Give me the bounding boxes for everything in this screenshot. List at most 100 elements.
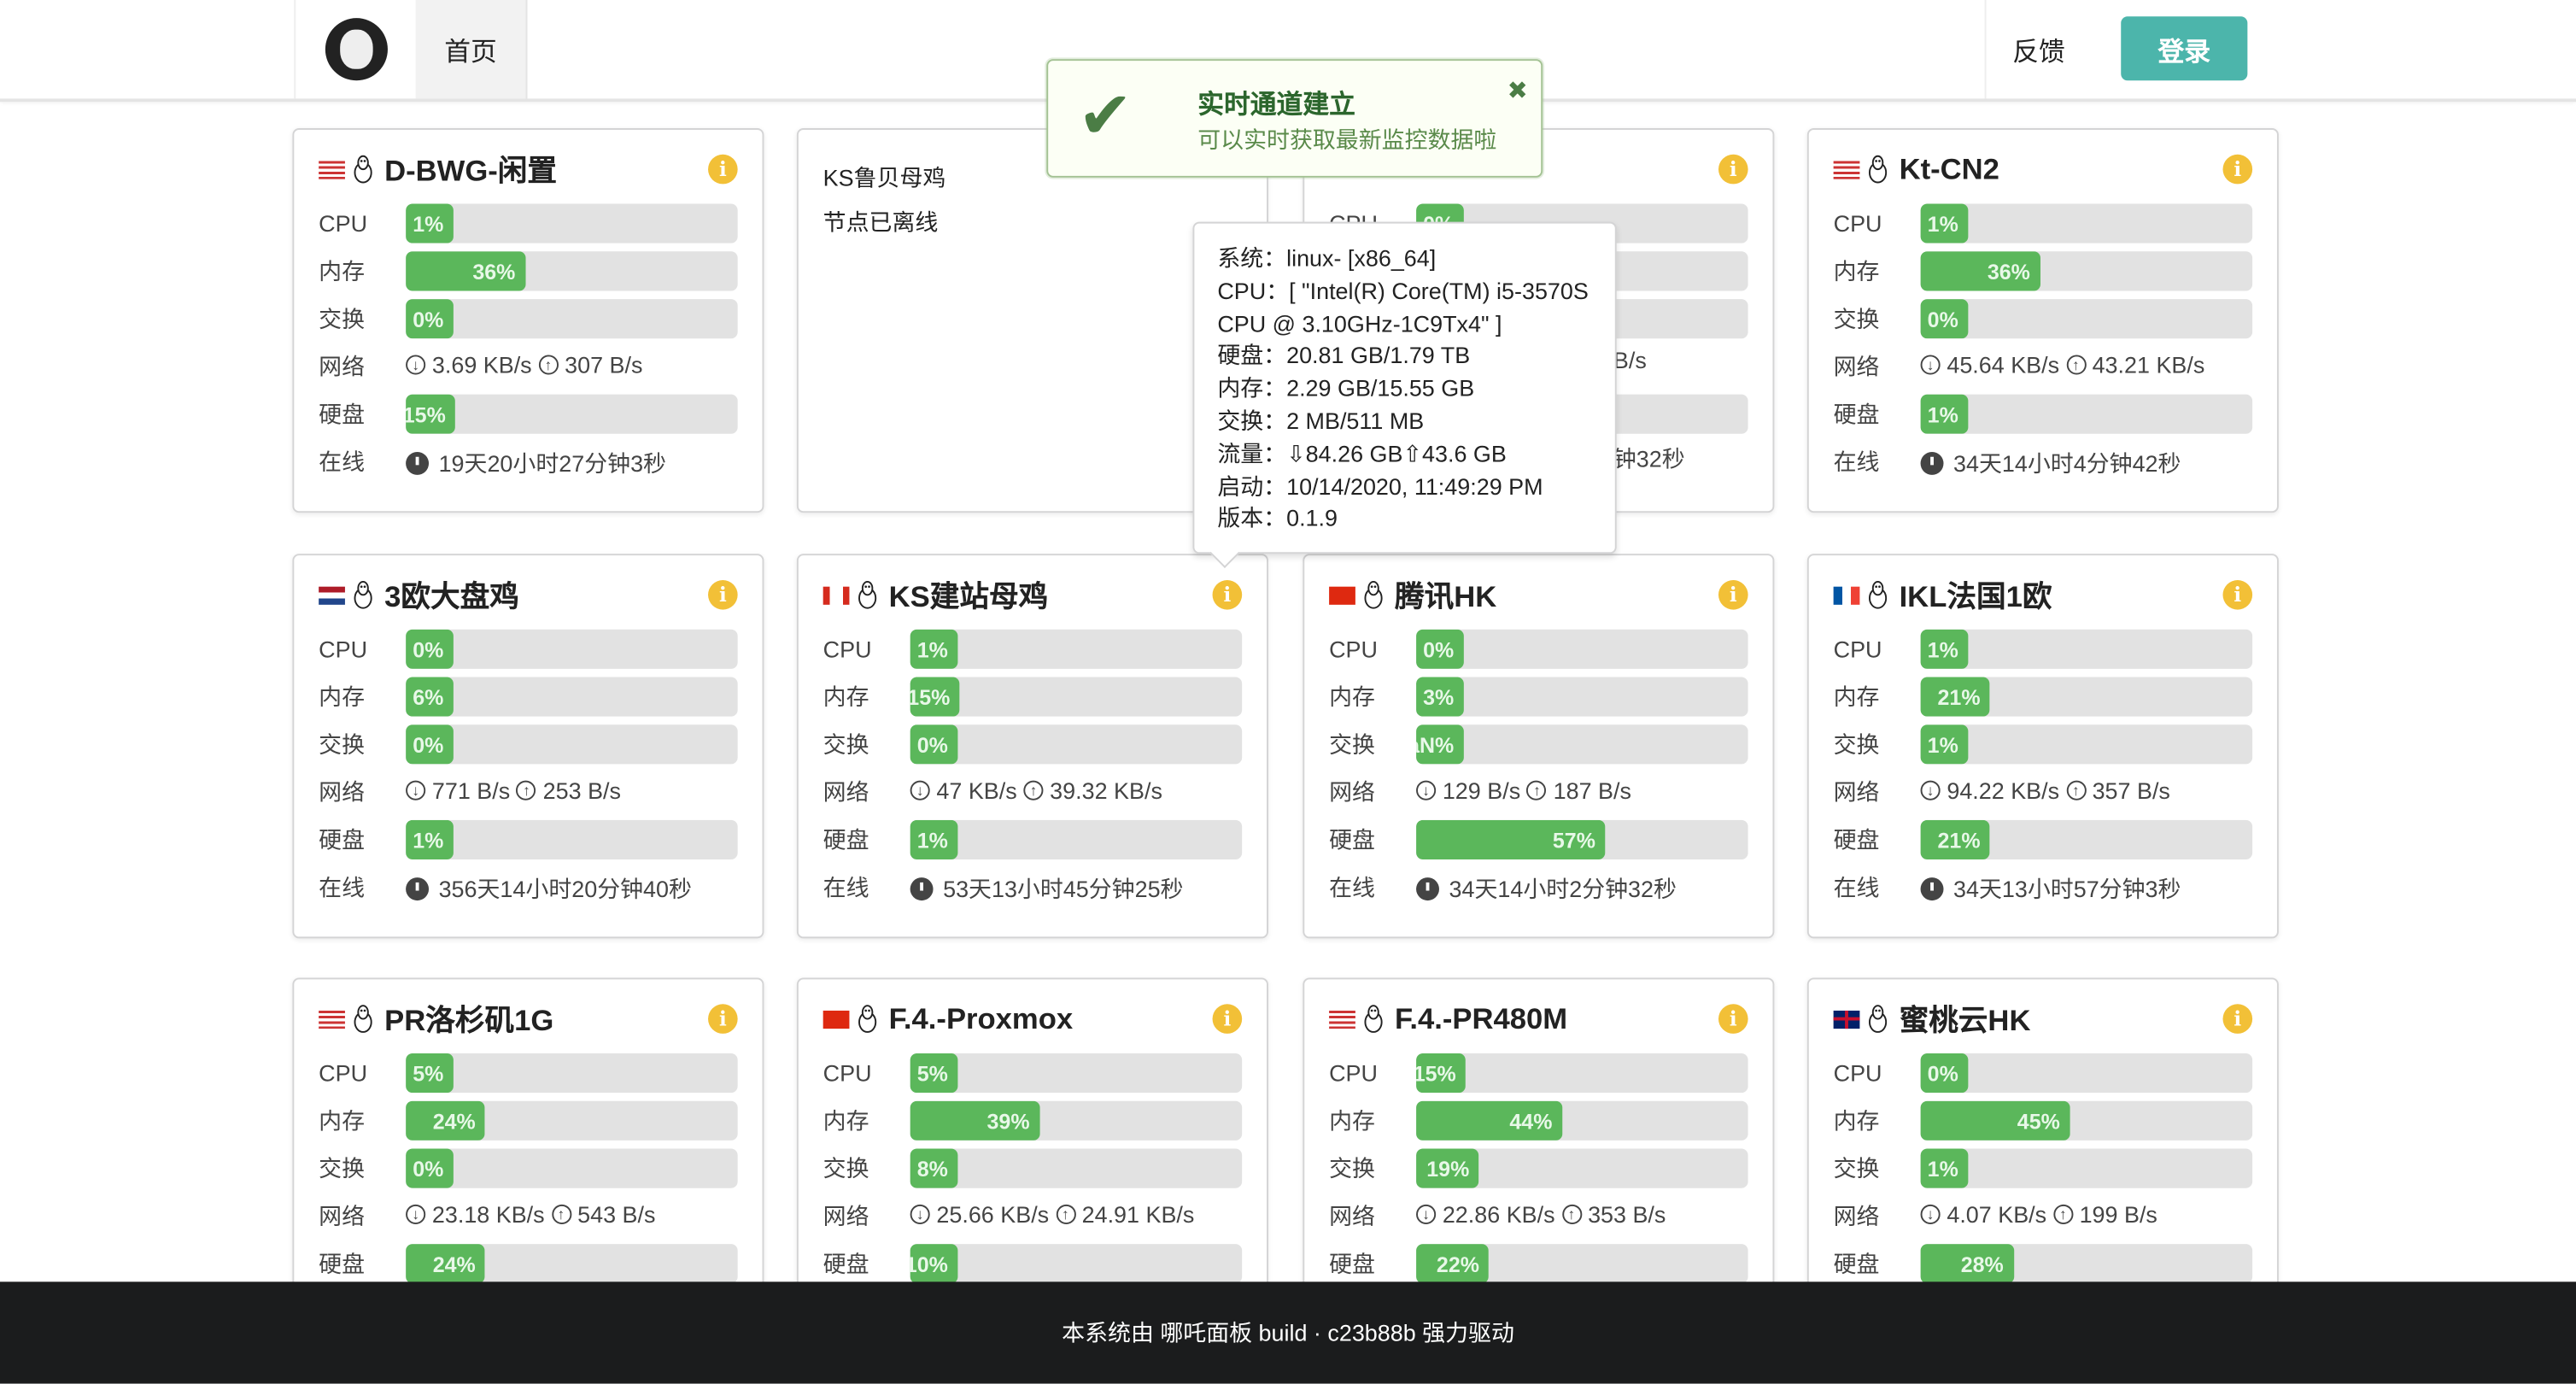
swap-progress-fill: 19% [1416,1148,1479,1188]
close-icon[interactable]: ✖ [1507,77,1528,106]
uptime-text: 19天20小时27分钟3秒 [438,450,667,477]
mem-progress-bar: 45% [1920,1100,2253,1141]
download-speed: 25.66 KB/s [936,1201,1050,1228]
popup-line: CPU：[ "Intel(R) Core(TM) i5-3570S CPU @ … [1217,277,1589,337]
swap-progress-bar: 0% [406,1148,738,1188]
server-card: 腾讯HK i CPU 0% 内存 3% 交换 NaN% 网络 ↓129 B/s↑ 187 B/s 硬盘… [1303,554,1775,939]
info-icon[interactable]: i [708,154,738,185]
row-swap: 交换 19% [1329,1148,1748,1188]
login-button[interactable]: 登录 [2121,16,2248,81]
server-name: PR洛杉矶1G [384,1004,554,1037]
info-icon[interactable]: i [708,579,738,610]
row-net: 网络 ↓ 25.66 KB/s ↑ 24.91 KB/s [823,1196,1242,1235]
server-card: KS鲁贝母鸡 节点已离线 [796,128,1268,513]
uptime-text: 356天14小时20分钟40秒 [438,876,692,903]
row-swap: 交换 1% [1834,724,2253,765]
row-swap: 交换 0% [823,724,1243,765]
upload-speed: 199 B/s [2079,1201,2157,1228]
row-mem: 内存 6% [319,677,738,717]
server-name: Kt-CN2 [1899,151,1999,185]
row-cpu: CPU 1% [823,629,1243,669]
download-icon: ↓ [1920,1204,1941,1225]
server-name: IKL法国1欧 [1899,579,2052,613]
logo[interactable] [294,0,417,99]
info-icon[interactable]: i [2222,1004,2253,1034]
nav-home-tab[interactable]: 首页 [415,0,528,99]
label-swap: 交换 [319,730,366,758]
label-disk: 硬盘 [1329,1250,1375,1277]
label-cpu: CPU [823,636,872,663]
label-mem: 内存 [1329,1107,1375,1135]
mem-progress-bar: 44% [1416,1100,1748,1141]
swap-progress-bar: NaN% [1416,724,1748,765]
row-cpu: CPU 1% [1834,203,2253,243]
offline-message: KS鲁贝母鸡 节点已离线 [823,156,946,245]
clock-icon [406,451,430,475]
disk-progress-bar: 22% [1416,1244,1748,1284]
disk-progress-bar: 21% [1920,819,2253,859]
swap-percent: NaN% [1416,731,1455,757]
info-icon[interactable]: i [2222,154,2253,185]
disk-percent: 24% [432,1251,476,1276]
row-disk: 硬盘 1% [823,819,1243,859]
info-icon[interactable]: i [1718,154,1748,185]
info-icon[interactable]: i [2222,579,2253,610]
flag-hk-icon [1329,585,1355,604]
row-disk: 硬盘 10% [823,1244,1243,1284]
mem-percent: 15% [910,684,951,709]
info-icon[interactable]: i [1718,1004,1748,1034]
feedback-link[interactable]: 反馈 [1984,0,2092,99]
network-speed: ↓ 25.66 KB/s ↑ 24.91 KB/s [910,1201,1194,1228]
linux-penguin-icon [354,1005,372,1033]
flag-nl-icon [319,585,345,604]
label-net: 网络 [1329,1203,1375,1229]
cpu-progress-bar: 5% [910,1053,1243,1094]
info-icon[interactable]: i [1718,579,1748,610]
label-mem: 内存 [823,1107,869,1135]
row-swap: 交换 8% [823,1148,1243,1188]
disk-progress-fill: 1% [1920,394,1969,434]
disk-percent: 1% [413,827,444,853]
mem-percent: 36% [1987,258,2030,284]
uptime-value: 34天14小时4分钟42秒 [1920,447,2181,479]
disk-percent: 10% [910,1251,948,1276]
swap-percent: 1% [1927,731,1958,757]
row-disk: 硬盘 1% [319,819,738,859]
uptime-value: 34天14小时2分钟32秒 [1416,872,1677,905]
label-cpu: CPU [1329,1059,1378,1087]
mem-progress-bar: 3% [1416,677,1748,717]
upload-icon: ↑ [2065,355,2086,375]
cpu-progress-fill: 0% [1920,1053,1969,1094]
upload-speed: 43.21 KB/s [2092,351,2205,378]
server-name: 腾讯HK [1395,579,1497,613]
label-mem: 内存 [319,683,366,710]
info-icon[interactable]: i [708,1004,738,1034]
label-net: 网络 [1833,778,1880,806]
disk-progress-fill: 1% [406,819,454,859]
disk-progress-fill: 57% [1416,819,1606,859]
linux-penguin-icon [1364,580,1383,609]
network-speed: ↓ 3.69 KB/s ↑ 307 B/s [406,352,642,378]
cpu-progress-bar: 1% [910,629,1243,669]
linux-penguin-icon [1868,1005,1888,1033]
cpu-progress-fill: 15% [1416,1053,1467,1094]
network-speed: ↓ 4.07 KB/s ↑ 199 B/s [1920,1201,2157,1228]
download-icon: ↓ [910,1204,930,1225]
row-net: 网络 ↓ 23.18 KB/s ↑ 543 B/s [319,1196,737,1235]
mem-progress-fill: 39% [910,1100,1040,1141]
cpu-percent: 1% [1927,211,1958,237]
toast-notification: ✔ 实时通道建立 可以实时获取最新监控数据啦 ✖ [1046,59,1543,178]
popup-line: 启动：10/14/2020, 11:49:29 PM [1217,472,1543,499]
label-net: 网络 [823,778,869,806]
server-info-popup: 系统：linux- [x86_64] CPU：[ "Intel(R) Core(T… [1192,221,1617,568]
upload-speed: 357 B/s [2092,777,2170,804]
info-icon[interactable]: i [1212,579,1243,610]
network-speed: ↓ 94.22 KB/s ↑ 357 B/s [1920,777,2170,804]
toast-title: 实时通道建立 [1197,91,1355,120]
info-icon[interactable]: i [1212,1004,1243,1034]
server-card: IKL法国1欧 i CPU 1% 内存 21% 交换 1% 网络 ↓ 94.22 KB/s ↑ 357 … [1806,554,2279,939]
row-cpu: CPU 5% [319,1053,738,1094]
disk-percent: 1% [1927,402,1958,427]
label-net: 网络 [1833,353,1880,380]
